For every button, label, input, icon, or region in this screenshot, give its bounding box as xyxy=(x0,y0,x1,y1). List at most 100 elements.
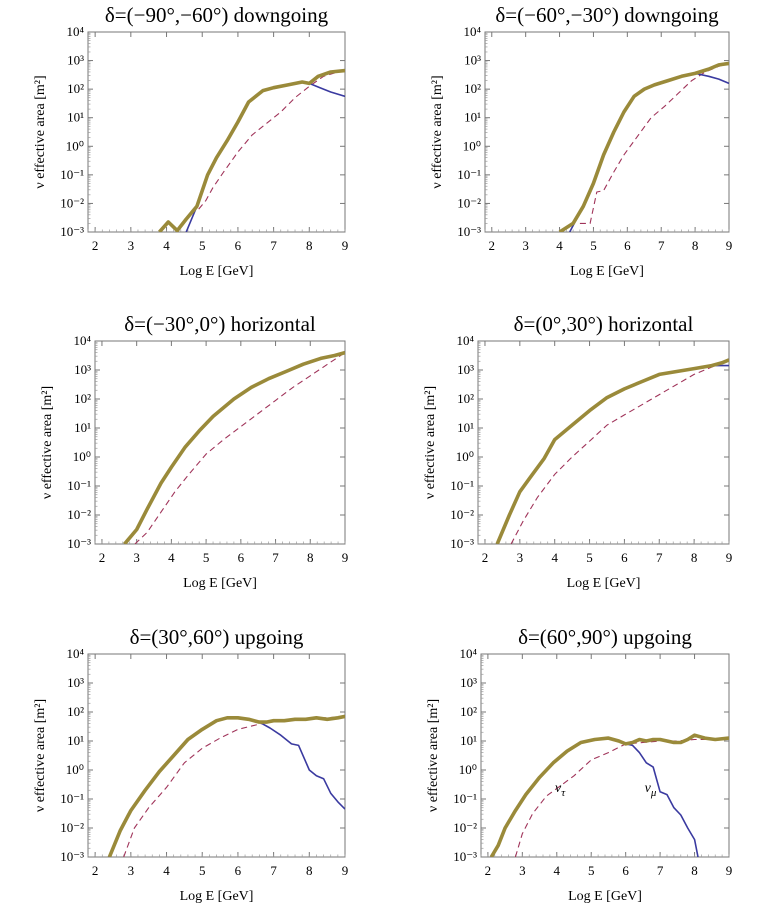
series-line-nu-tau xyxy=(579,62,729,224)
y-tick-label: 10⁻³ xyxy=(457,224,481,239)
series-line-nu-tau xyxy=(123,715,345,857)
y-tick-label: 10² xyxy=(67,704,84,719)
x-tick-label: 2 xyxy=(92,238,99,253)
series-line-total xyxy=(489,733,729,857)
series-line-total xyxy=(495,358,729,544)
x-axis-label: Log E [GeV] xyxy=(570,264,644,279)
x-tick-label: 4 xyxy=(168,550,175,565)
x-tick-label: 8 xyxy=(307,550,314,565)
y-tick-label: 10⁻¹ xyxy=(60,791,84,806)
x-tick-label: 6 xyxy=(622,863,629,878)
y-tick-label: 10⁻³ xyxy=(450,536,474,551)
x-tick-label: 8 xyxy=(306,238,313,253)
y-tick-label: 10² xyxy=(464,81,481,96)
y-tick-label: 10³ xyxy=(464,53,481,68)
chart-title: δ=(−30°,0°) horizontal xyxy=(124,312,316,336)
y-tick-label: 10⁰ xyxy=(459,762,477,777)
y-axis-label: ν effective area [m²] xyxy=(33,75,48,188)
series-line-total xyxy=(107,714,345,857)
y-tick-label: 10³ xyxy=(67,675,84,690)
x-axis-label: Log E [GeV] xyxy=(568,889,642,904)
y-tick-label: 10⁻² xyxy=(60,195,84,210)
series-line-nu-tau xyxy=(198,70,345,210)
plot-frame xyxy=(480,653,730,858)
y-tick-label: 10⁰ xyxy=(456,449,474,464)
y-tick-label: 10⁻¹ xyxy=(450,478,474,493)
y-tick-label: 10⁰ xyxy=(463,138,481,153)
plot-frame xyxy=(477,340,730,545)
x-tick-label: 3 xyxy=(128,863,135,878)
x-tick-label: 3 xyxy=(133,550,140,565)
y-tick-label: 10¹ xyxy=(74,420,91,435)
x-tick-label: 5 xyxy=(588,863,595,878)
x-tick-label: 9 xyxy=(342,863,349,878)
y-tick-label: 10⁻¹ xyxy=(60,167,84,182)
y-axis-label: ν effective area [m²] xyxy=(423,386,438,499)
series-line-nu-mu xyxy=(185,81,345,232)
y-tick-label: 10¹ xyxy=(67,733,84,748)
chart-panel-6: δ=(60°,90°) upgoing 2 3 4 5 6 7 8 9 10⁻³ 10⁻² 10⁻¹ 1… xyxy=(426,625,732,904)
y-tick-label: 10⁰ xyxy=(73,449,91,464)
plot-frame xyxy=(87,653,346,858)
series-line-nu-mu xyxy=(496,364,729,544)
x-tick-label: 5 xyxy=(199,238,206,253)
y-tick-label: 10³ xyxy=(460,675,477,690)
x-tick-label: 3 xyxy=(519,863,526,878)
x-tick-label: 6 xyxy=(621,550,628,565)
x-axis-label: Log E [GeV] xyxy=(180,264,254,279)
x-tick-label: 3 xyxy=(522,238,529,253)
y-tick-label: 10¹ xyxy=(464,110,481,125)
x-axis-label: Log E [GeV] xyxy=(183,576,257,591)
series-line-nu-tau xyxy=(510,359,729,544)
x-tick-label: 2 xyxy=(482,550,489,565)
x-tick-label: 9 xyxy=(342,550,349,565)
y-axis-label: ν effective area [m²] xyxy=(33,699,48,812)
series-line-nu-mu xyxy=(123,351,345,544)
x-tick-label: 7 xyxy=(658,238,665,253)
y-axis-label: ν effective area [m²] xyxy=(430,75,445,188)
y-tick-label: 10¹ xyxy=(67,110,84,125)
y-tick-label: 10⁻¹ xyxy=(67,478,91,493)
x-tick-label: 2 xyxy=(485,863,492,878)
x-tick-label: 9 xyxy=(726,550,733,565)
x-tick-label: 7 xyxy=(656,550,663,565)
y-tick-label: 10² xyxy=(460,704,477,719)
x-tick-label: 9 xyxy=(726,238,733,253)
x-tick-label: 5 xyxy=(199,863,206,878)
x-tick-label: 7 xyxy=(272,550,279,565)
y-tick-label: 10² xyxy=(74,391,91,406)
chart-title: δ=(60°,90°) upgoing xyxy=(518,625,692,649)
chart-panel-3: δ=(−30°,0°) horizontal 2 3 4 5 6 7 8 9 10⁻³ 10⁻² 10… xyxy=(40,312,348,591)
y-tick-label: 10⁻³ xyxy=(453,849,477,864)
x-tick-label: 4 xyxy=(163,863,170,878)
x-tick-label: 9 xyxy=(342,238,349,253)
x-tick-label: 2 xyxy=(489,238,496,253)
series-line-total xyxy=(158,68,345,232)
x-tick-label: 8 xyxy=(691,863,698,878)
series-line-total xyxy=(123,350,345,544)
x-axis-label: Log E [GeV] xyxy=(180,889,254,904)
x-tick-label: 7 xyxy=(270,238,277,253)
chart-panel-5: δ=(30°,60°) upgoing 2 3 4 5 6 7 8 9 10⁻³ 10⁻² 10⁻¹ 1… xyxy=(33,625,348,904)
y-tick-label: 10³ xyxy=(67,53,84,68)
y-tick-label: 10⁻¹ xyxy=(453,791,477,806)
annotation-subscript: μ xyxy=(650,787,657,799)
x-tick-label: 7 xyxy=(657,863,664,878)
x-tick-label: 2 xyxy=(99,550,106,565)
y-tick-label: 10¹ xyxy=(460,733,477,748)
y-tick-label: 10⁴ xyxy=(459,646,477,661)
x-tick-label: 2 xyxy=(92,863,99,878)
y-tick-label: 10⁻³ xyxy=(60,849,84,864)
x-tick-label: 4 xyxy=(551,550,558,565)
x-tick-label: 9 xyxy=(726,863,733,878)
y-tick-label: 10⁰ xyxy=(66,762,84,777)
x-tick-label: 4 xyxy=(556,238,563,253)
y-tick-label: 10⁴ xyxy=(73,333,91,348)
y-tick-label: 10² xyxy=(67,81,84,96)
y-tick-label: 10⁻³ xyxy=(67,536,91,551)
series-annotation: νμ xyxy=(645,781,657,799)
chart-title: δ=(−90°,−60°) downgoing xyxy=(105,3,329,27)
x-tick-label: 6 xyxy=(624,238,631,253)
y-tick-label: 10⁻² xyxy=(60,820,84,835)
